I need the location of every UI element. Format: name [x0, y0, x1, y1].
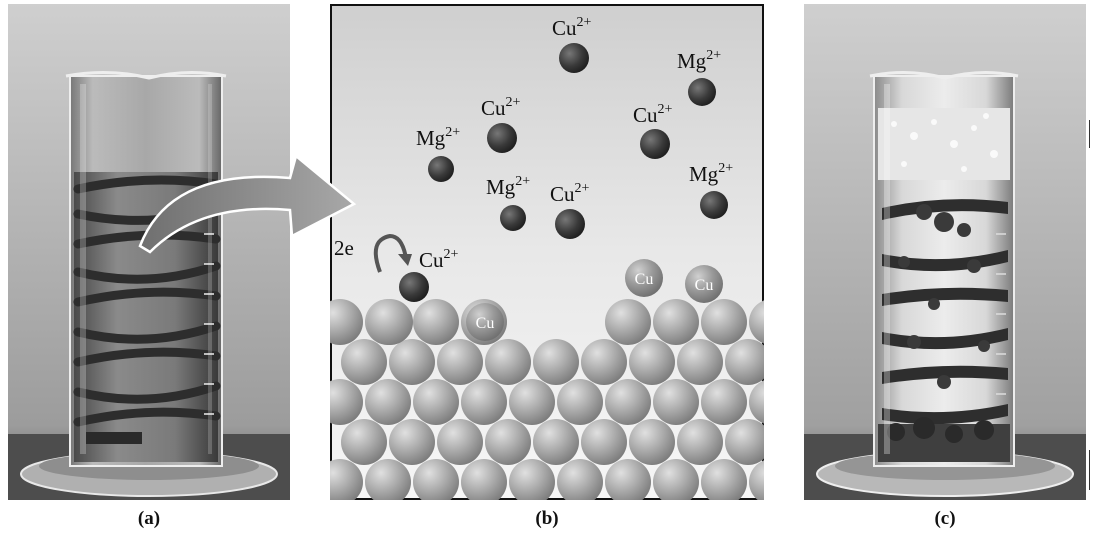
copper-ion — [555, 209, 585, 239]
caption-a: (a) — [137, 508, 161, 529]
copper-ion — [640, 129, 670, 159]
photo-beaker-after — [804, 4, 1086, 500]
lattice-atom — [605, 459, 651, 500]
lattice-atom — [330, 379, 363, 425]
electron-arrow-head-icon — [398, 254, 412, 266]
copper-ion-label: Cu2+ — [550, 181, 590, 206]
copper-ion — [487, 123, 517, 153]
lattice-atom — [413, 459, 459, 500]
atomic-view-panel: Cu Cu Cu Cu2+ Mg2+ Cu2+ Cu2+ Mg2+ Mg2+ M… — [330, 4, 764, 500]
lattice-atom — [341, 339, 387, 385]
electrons-label: 2e — [334, 236, 354, 260]
svg-text:Cu: Cu — [695, 277, 714, 294]
lattice-atom — [365, 379, 411, 425]
lattice-atom — [509, 459, 555, 500]
lattice-atom — [330, 459, 363, 500]
caption-b: (b) — [535, 508, 559, 529]
atomic-view-diagram: Cu Cu Cu Cu2+ Mg2+ Cu2+ Cu2+ Mg2+ Mg2+ M… — [330, 4, 764, 500]
lattice-atom — [725, 419, 764, 465]
deposited-copper-atom: Cu — [625, 259, 663, 297]
copper-ion-reacting — [399, 272, 429, 302]
deposited-copper-atom: Cu — [466, 303, 504, 341]
lattice-atom — [413, 379, 459, 425]
lattice-atom — [701, 379, 747, 425]
lattice-atom — [341, 419, 387, 465]
magnesium-ion — [500, 205, 526, 231]
lattice-atom — [725, 339, 764, 385]
lattice-atom — [413, 299, 459, 345]
lattice-atom — [677, 339, 723, 385]
magnesium-ion — [700, 191, 728, 219]
lattice-atom — [485, 419, 531, 465]
magnesium-ion — [688, 78, 716, 106]
lattice-atom — [330, 299, 363, 345]
copper-ion-label: Cu2+ — [633, 102, 673, 127]
lattice-atom — [629, 419, 675, 465]
lattice-atom — [557, 459, 603, 500]
lattice-atom — [365, 459, 411, 500]
lattice-atom — [581, 419, 627, 465]
lattice-atom — [389, 419, 435, 465]
photo-beaker-before — [8, 4, 290, 500]
edge-mark — [1089, 120, 1090, 148]
lattice-atom — [749, 380, 764, 424]
lattice-atom — [557, 379, 603, 425]
magnesium-ion — [428, 156, 454, 182]
lattice-atom — [749, 460, 764, 500]
svg-text:Cu: Cu — [476, 315, 495, 332]
lattice-atom — [485, 339, 531, 385]
magnesium-ion-label: Mg2+ — [689, 161, 733, 186]
lattice-atom — [461, 379, 507, 425]
lattice-atom — [533, 419, 579, 465]
copper-ion-label: Cu2+ — [419, 247, 459, 272]
magnesium-lattice — [330, 299, 764, 500]
lattice-atom — [437, 419, 483, 465]
lattice-atom — [653, 459, 699, 500]
lattice-atom — [653, 379, 699, 425]
magnesium-ion-label: Mg2+ — [416, 125, 460, 150]
lattice-atom — [581, 339, 627, 385]
lattice-atom — [701, 299, 747, 345]
lattice-atom — [677, 419, 723, 465]
copper-ion — [559, 43, 589, 73]
lattice-atom — [367, 299, 413, 345]
lattice-atom — [749, 300, 764, 344]
lattice-atom — [437, 339, 483, 385]
magnesium-ion-label: Mg2+ — [486, 174, 530, 199]
copper-ion-label: Cu2+ — [552, 15, 592, 40]
beaker-after-illustration — [804, 4, 1086, 500]
caption-c: (c) — [934, 508, 956, 529]
deposited-copper-atom: Cu — [685, 265, 723, 303]
beaker-before-illustration — [8, 4, 290, 500]
lattice-atom — [605, 299, 651, 345]
lattice-atom — [509, 379, 555, 425]
magnesium-ion-label: Mg2+ — [677, 48, 721, 73]
copper-ion-label: Cu2+ — [481, 95, 521, 120]
lattice-atom — [629, 339, 675, 385]
svg-text:Cu: Cu — [635, 271, 654, 288]
lattice-atom — [605, 379, 651, 425]
lattice-atom — [701, 459, 747, 500]
electron-transfer-arrow — [373, 233, 408, 273]
lattice-atom — [533, 339, 579, 385]
lattice-atom — [653, 299, 699, 345]
lattice-atom — [461, 459, 507, 500]
edge-mark — [1089, 450, 1090, 490]
lattice-atom — [389, 339, 435, 385]
